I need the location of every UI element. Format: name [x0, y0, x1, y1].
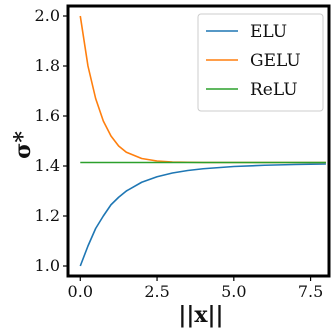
y-tick-label: 1.6 [35, 106, 60, 125]
x-tick-label: 7.5 [298, 282, 323, 301]
series-line-elu [79, 163, 326, 267]
x-tick-label: 2.5 [144, 282, 169, 301]
x-tick-label: 0.0 [68, 282, 93, 301]
x-tick-label: 5.0 [221, 282, 246, 301]
y-tick-label: 2.0 [35, 6, 60, 25]
legend-label-gelu: GELU [250, 51, 301, 71]
legend: ELU GELU ReLU [197, 13, 324, 112]
x-axis-label: ||x|| [178, 302, 223, 328]
axis-ticks: 0.0 2.5 5.0 7.5 1.0 1.2 1.4 1.6 1.8 2.0 [35, 6, 324, 301]
legend-label-relu: ReLU [250, 80, 298, 100]
y-tick-label: 1.4 [35, 156, 60, 175]
y-axis-label: σ* [10, 131, 36, 159]
y-axis-label-group: σ* [10, 131, 36, 159]
legend-box [197, 13, 324, 112]
plot-frame [66, 4, 331, 278]
y-tick-label: 1.8 [35, 56, 60, 75]
series-lines [79, 15, 326, 267]
y-tick-label: 1.0 [35, 256, 60, 275]
legend-label-elu: ELU [250, 22, 287, 42]
y-tick-label: 1.2 [35, 206, 60, 225]
